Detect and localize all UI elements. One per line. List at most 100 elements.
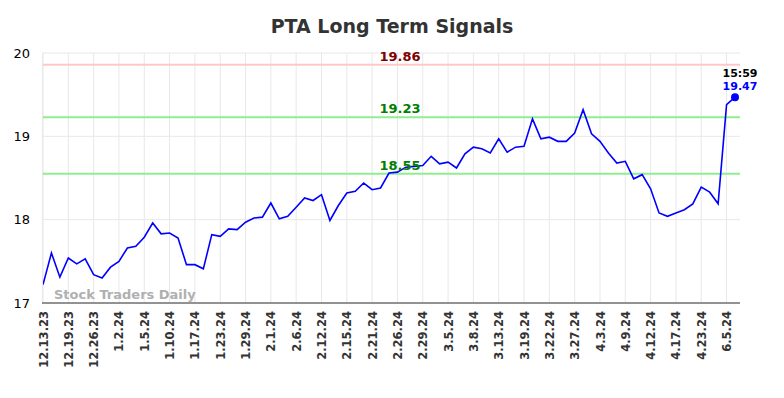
x-tick-label: 4.23.24 [695,311,709,360]
x-grid-line [93,53,94,303]
x-grid-line [701,53,702,303]
y-axis: 17 18 19 20 [13,46,42,311]
x-tick-label: 4.17.24 [669,311,683,360]
x-tick: 2.26.24 [391,303,405,360]
x-grid-line [422,53,423,303]
y-tick-label: 20 [13,46,30,61]
annotation: 19.47 [723,80,758,93]
x-tick: 12.19.23 [62,303,76,368]
x-tick-label: 12.19.23 [62,311,76,368]
chart: PTA Long Term Signals Stock Traders Daily… [0,0,784,398]
x-grid-line [599,53,600,303]
y-tick-label: 17 [13,296,30,311]
x-tick-label: 2.29.24 [416,311,430,360]
x-tick: 12.13.23 [37,303,51,368]
y-grid-line [42,136,740,137]
x-tick-label: 1.23.24 [214,311,228,360]
x-grid-line [549,53,550,303]
x-tick: 2.6.24 [290,303,304,352]
x-tick-label: 3.22.24 [543,311,557,360]
y-tick: 20 [13,46,42,61]
x-grid-line [245,53,246,303]
y-tick: 19 [13,129,42,144]
y-axis-line [42,54,43,304]
x-tick-label: 4.3.24 [594,311,608,352]
x-tick: 3.8.24 [467,303,481,352]
x-grid-line [270,53,271,303]
x-tick-label: 1.10.24 [163,311,177,360]
x-tick: 4.3.24 [594,303,608,352]
x-tick: 3.27.24 [568,303,582,360]
x-tick-label: 2.1.24 [264,311,278,352]
x-grid-line [448,53,449,303]
title: PTA Long Term Signals [271,15,514,37]
x-tick: 4.17.24 [669,303,683,360]
x-tick-label: 4.12.24 [644,311,658,360]
x-grid-line [118,53,119,303]
x-grid-line [498,53,499,303]
reference-line [42,64,740,66]
x-tick: 4.12.24 [644,303,658,360]
x-tick: 3.13.24 [492,303,506,360]
annotation: 15:59 [722,67,757,80]
x-tick-label: 3.13.24 [492,311,506,360]
x-tick: 4.23.24 [695,303,709,360]
x-tick: 3.5.24 [442,303,456,352]
y-tick-label: 18 [13,212,30,227]
x-tick: 1.2.24 [112,303,126,352]
x-grid-line [625,53,626,303]
x-tick-label: 2.15.24 [340,311,354,360]
x-grid-line [321,53,322,303]
x-tick-label: 3.19.24 [518,311,532,360]
x-tick-label: 3.5.24 [442,311,456,352]
x-grid-line [220,53,221,303]
x-grid-line [473,53,474,303]
x-tick: 1.29.24 [239,303,253,360]
x-tick-label: 1.2.24 [112,311,126,352]
x-tick: 2.29.24 [416,303,430,360]
x-tick-label: 2.21.24 [366,311,380,360]
x-tick: 1.23.24 [214,303,228,360]
x-tick: 6.5.24 [720,303,734,352]
y-grid-line [42,219,740,220]
watermark: Stock Traders Daily [54,287,196,302]
y-tick: 17 [13,296,42,311]
reference-label: 19.23 [379,101,420,116]
x-tick: 2.1.24 [264,303,278,352]
x-tick: 3.22.24 [543,303,557,360]
y-grid-line [42,303,740,304]
x-tick-label: 3.27.24 [568,311,582,360]
grid [42,53,740,303]
x-tick-label: 2.6.24 [290,311,304,352]
reference-label: 19.86 [379,49,420,64]
x-tick: 2.12.24 [315,303,329,360]
reference-line [42,116,740,118]
x-tick: 1.17.24 [188,303,202,360]
x-tick: 3.19.24 [518,303,532,360]
x-axis: 12.13.23 12.19.23 12.26.23 1.2.24 1.5.24 1.10… [37,303,740,368]
x-tick: 2.21.24 [366,303,380,360]
x-grid-line [68,53,69,303]
x-tick: 1.5.24 [138,303,152,352]
x-tick-label: 2.12.24 [315,311,329,360]
x-tick: 2.15.24 [340,303,354,360]
x-tick-label: 4.9.24 [619,311,633,352]
x-tick-label: 3.8.24 [467,311,481,352]
x-grid-line [296,53,297,303]
last-point [731,93,739,101]
x-tick: 1.10.24 [163,303,177,360]
series-line [43,97,735,285]
x-tick-label: 12.26.23 [87,311,101,368]
x-grid-line [524,53,525,303]
x-grid-line [574,53,575,303]
x-tick-label: 12.13.23 [37,311,51,368]
x-grid-line [346,53,347,303]
x-tick: 4.9.24 [619,303,633,352]
x-axis-line [42,303,740,304]
x-grid-line [650,53,651,303]
x-tick-label: 2.26.24 [391,311,405,360]
reference-label: 18.55 [379,158,420,173]
x-grid-line [675,53,676,303]
x-tick-label: 6.5.24 [720,311,734,352]
x-grid-line [169,53,170,303]
